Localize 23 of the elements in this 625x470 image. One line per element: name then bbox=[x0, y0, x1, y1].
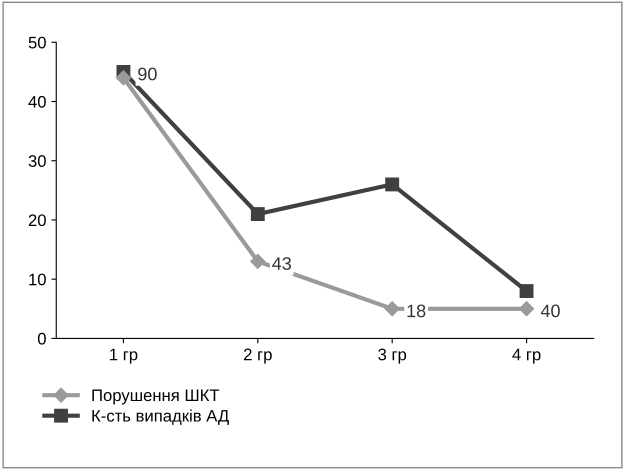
y-tick-label: 10 bbox=[29, 274, 46, 286]
point bbox=[250, 254, 266, 269]
y-tick-label: 20 bbox=[28, 214, 46, 226]
point bbox=[520, 284, 534, 298]
x-tick-label: 3 гр bbox=[378, 348, 406, 364]
point bbox=[385, 177, 400, 192]
point bbox=[518, 301, 534, 316]
y-tick-label: 50 bbox=[28, 36, 46, 49]
annotation: 18 bbox=[407, 304, 426, 318]
x-tick-label: 4 гр bbox=[512, 348, 540, 364]
y-tick-label: 0 bbox=[38, 332, 46, 345]
annotation: 43 bbox=[272, 257, 291, 270]
x-tick-label: 2 гр bbox=[244, 348, 272, 364]
point bbox=[116, 70, 132, 86]
point bbox=[250, 207, 265, 221]
annotation: 90 bbox=[138, 68, 157, 80]
x-tick-label: 1 гр bbox=[110, 348, 138, 364]
y-tick-label: 40 bbox=[28, 96, 46, 108]
y-tick-label: 30 bbox=[28, 155, 46, 167]
legend-label: К-сть випадків АД bbox=[92, 409, 229, 425]
point bbox=[384, 301, 400, 316]
legend-label: Порушення ШКТ bbox=[92, 390, 220, 404]
annotation: 40 bbox=[540, 304, 560, 318]
